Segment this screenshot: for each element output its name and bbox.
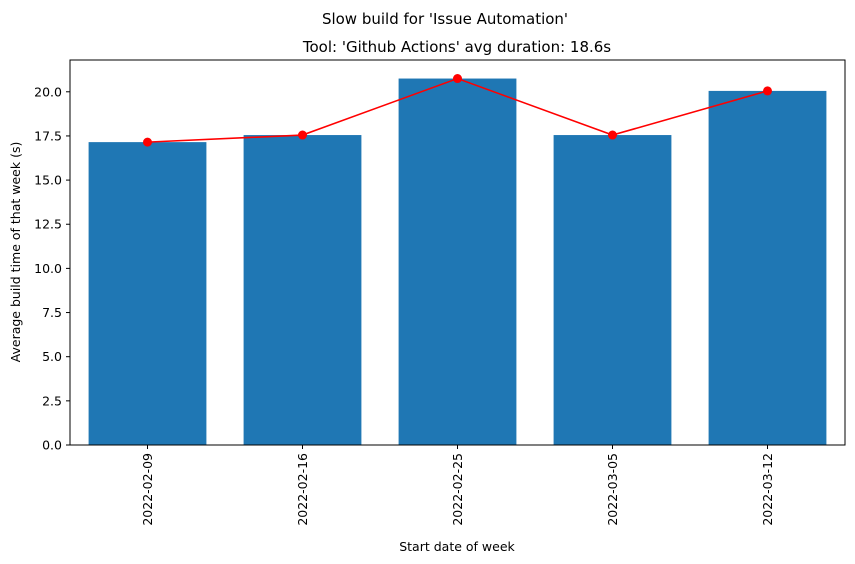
bars-group	[88, 78, 827, 446]
y-tick-label: 10.0	[34, 261, 62, 276]
y-axis-label: Average build time of that week (s)	[8, 142, 23, 363]
y-tick-label: 15.0	[34, 173, 62, 188]
y-tick-label: 20.0	[34, 84, 62, 99]
x-tick-label: 2022-02-09	[140, 453, 155, 526]
y-tick-label: 0.0	[42, 438, 62, 453]
bar-2022-03-05	[553, 135, 672, 445]
x-tick-label: 2022-02-25	[450, 453, 465, 526]
x-tick-label: 2022-03-12	[760, 453, 775, 526]
chart-title: Tool: 'Github Actions' avg duration: 18.…	[302, 38, 611, 56]
y-axis: 0.0 2.5 5.0 7.5 10.0 12.5 15.0 17.5 20.0	[34, 84, 70, 453]
y-tick-label: 2.5	[42, 393, 62, 408]
x-axis: 2022-02-09 2022-02-16 2022-02-25 2022-03-05…	[140, 445, 775, 526]
y-tick-label: 7.5	[42, 305, 62, 320]
bar-2022-02-09	[88, 142, 207, 445]
trend-point-2022-02-25	[453, 74, 462, 84]
trend-point-2022-02-09	[143, 137, 152, 147]
x-axis-label: Start date of week	[399, 539, 515, 554]
plot-frame	[69, 59, 846, 446]
bar-2022-02-16	[243, 135, 362, 445]
trend-point-2022-03-12	[763, 86, 772, 96]
trend-point-2022-02-16	[298, 130, 307, 140]
x-tick-label: 2022-02-16	[295, 453, 310, 526]
trend-line-group	[143, 74, 772, 147]
trend-point-2022-03-05	[608, 130, 617, 140]
x-tick-label: 2022-03-05	[605, 453, 620, 526]
y-tick-label: 5.0	[42, 349, 62, 364]
y-tick-label: 12.5	[34, 217, 62, 232]
chart-suptitle: Slow build for 'Issue Automation'	[322, 10, 568, 28]
y-tick-label: 17.5	[34, 128, 62, 143]
bar-2022-02-25	[398, 78, 517, 445]
bar-2022-03-12	[708, 90, 827, 446]
